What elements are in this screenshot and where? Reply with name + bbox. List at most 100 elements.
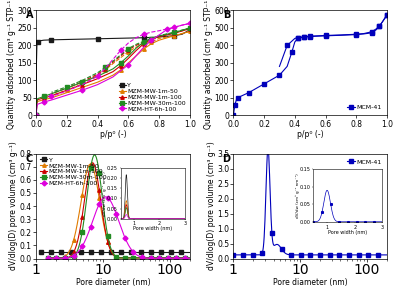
MZM-MW-1m-100: [64, 88, 69, 92]
MCM-41: [285, 65, 290, 68]
MCM-41: [292, 40, 297, 44]
MZM-MW-1m-50: [88, 162, 93, 166]
MZM-MW-30m-100: [118, 61, 123, 65]
MZM-MW-30m-100: [83, 205, 88, 208]
Y-axis label: Quantity adsorbed (cm³ g⁻¹ STP⁻¹): Quantity adsorbed (cm³ g⁻¹ STP⁻¹): [7, 0, 16, 129]
Y: [49, 38, 54, 41]
MZM-HT-6h-100: [51, 256, 56, 260]
Line: MZM-MW-30m-100: MZM-MW-30m-100: [34, 26, 192, 117]
MZM-HT-6h-100: [80, 88, 85, 92]
Y: [34, 44, 39, 47]
MCM-41: [362, 32, 366, 36]
Y: [39, 250, 44, 254]
Y: [117, 250, 122, 254]
MZM-MW-1m-50: [118, 68, 123, 72]
Y: [34, 61, 39, 65]
Legend: MCM-41: MCM-41: [345, 102, 384, 112]
MZM-MW-1m-100: [126, 57, 131, 60]
MZM-MW-1m-50: [51, 256, 56, 260]
MZM-MW-1m-100: [172, 31, 177, 35]
MZM-MW-30m-100: [42, 95, 46, 98]
Text: B: B: [223, 11, 230, 21]
MZM-MW-30m-100: [34, 100, 39, 103]
MCM-41: [262, 82, 266, 86]
MZM-HT-6h-100: [34, 113, 38, 117]
MZM-MW-1m-100: [34, 113, 38, 117]
MZM-MW-30m-100: [34, 113, 38, 117]
MZM-MW-30m-100: [141, 40, 146, 44]
Y: [98, 250, 102, 254]
Y: [180, 32, 184, 36]
MZM-HT-6h-100: [188, 256, 192, 260]
MZM-HT-6h-100: [35, 102, 40, 106]
Y-axis label: Quantity adsorbed (cm³ g⁻¹ STP⁻¹): Quantity adsorbed (cm³ g⁻¹ STP⁻¹): [204, 0, 213, 129]
MZM-HT-6h-100: [83, 238, 88, 241]
MZM-MW-30m-100: [35, 97, 40, 100]
Y: [157, 35, 162, 39]
Y-axis label: dV/dlog(D) pore volume (cm³ g⁻¹): dV/dlog(D) pore volume (cm³ g⁻¹): [10, 142, 18, 270]
MZM-MW-1m-50: [35, 100, 40, 103]
MZM-MW-30m-100: [181, 256, 186, 260]
Y: [141, 36, 146, 39]
MZM-MW-1m-50: [72, 236, 77, 239]
X-axis label: p/p⁰ (-): p/p⁰ (-): [100, 130, 126, 139]
Line: MZM-MW-1m-50: MZM-MW-1m-50: [46, 162, 192, 260]
MZM-MW-30m-100: [51, 256, 56, 260]
MCM-41: [277, 74, 282, 77]
MZM-MW-30m-100: [95, 74, 100, 78]
Line: MZM-MW-30m-100: MZM-MW-30m-100: [46, 153, 192, 260]
MCM-41: [236, 96, 240, 100]
MCM-41: [292, 253, 297, 257]
Text: C: C: [26, 153, 33, 163]
MCM-41: [231, 113, 236, 117]
MZM-MW-1m-100: [54, 256, 59, 260]
MZM-HT-6h-100: [181, 256, 186, 260]
MZM-MW-30m-100: [49, 92, 54, 96]
MCM-41: [316, 34, 320, 38]
X-axis label: Pore diameter (nm): Pore diameter (nm): [76, 278, 150, 287]
Y: [35, 40, 40, 44]
MZM-MW-1m-50: [188, 30, 192, 33]
MZM-MW-30m-100: [72, 254, 77, 258]
MCM-41: [385, 253, 390, 257]
Y: [88, 250, 93, 254]
MZM-HT-6h-100: [72, 253, 77, 257]
MZM-MW-30m-100: [188, 256, 192, 260]
MZM-MW-1m-100: [34, 100, 39, 104]
MZM-MW-1m-50: [134, 54, 138, 58]
Y: [123, 250, 128, 254]
MZM-MW-1m-100: [72, 249, 77, 253]
Text: D: D: [222, 153, 230, 163]
MCM-41: [302, 36, 306, 39]
MZM-MW-1m-50: [181, 256, 186, 260]
MCM-41: [239, 94, 244, 98]
Y: [42, 39, 46, 42]
MCM-41: [343, 253, 348, 257]
Y: [162, 250, 166, 254]
MZM-HT-6h-100: [176, 256, 181, 260]
MCM-41: [374, 28, 379, 31]
MCM-41: [342, 253, 347, 257]
MZM-MW-1m-100: [149, 37, 154, 41]
MCM-41: [380, 20, 385, 24]
MCM-41: [231, 253, 236, 257]
MCM-41: [296, 37, 300, 40]
Legend: Y, MZM-MW-1m-50, MZM-MW-1m-100, MZM-MW-30m-100, MZM-HT-6h-100: Y, MZM-MW-1m-50, MZM-MW-1m-100, MZM-MW-3…: [39, 157, 108, 187]
MZM-HT-6h-100: [42, 100, 46, 104]
MZM-MW-1m-100: [80, 83, 85, 86]
MZM-HT-6h-100: [49, 98, 54, 102]
MCM-41: [323, 34, 328, 38]
MCM-41: [298, 36, 303, 39]
MCM-41: [308, 35, 313, 38]
MZM-MW-1m-100: [95, 77, 100, 81]
Y: [142, 250, 146, 254]
MZM-MW-1m-50: [110, 74, 115, 77]
MCM-41: [305, 35, 310, 39]
MZM-MW-30m-100: [54, 256, 59, 260]
Line: MCM-41: MCM-41: [232, 147, 389, 257]
MZM-MW-1m-100: [51, 256, 56, 260]
MZM-MW-1m-100: [188, 256, 192, 260]
MCM-41: [232, 108, 236, 112]
Y: [64, 38, 69, 41]
MZM-MW-1m-100: [134, 49, 138, 52]
